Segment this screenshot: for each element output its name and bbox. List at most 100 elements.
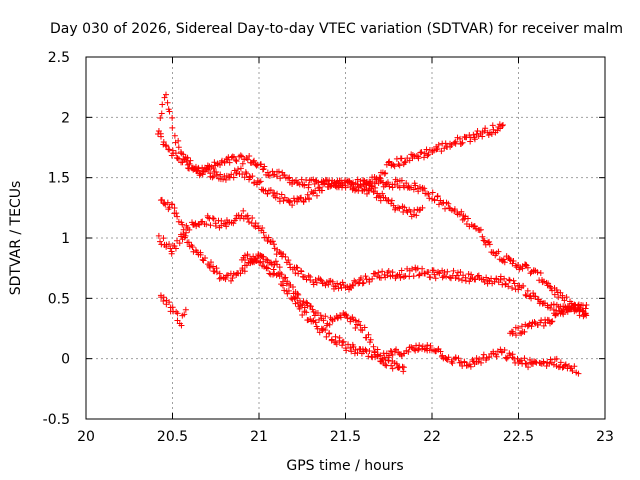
data-point <box>297 195 304 202</box>
data-point <box>266 172 273 179</box>
data-point <box>164 99 171 106</box>
data-point <box>393 273 400 280</box>
data-point <box>458 277 465 284</box>
data-point <box>490 249 497 256</box>
data-point <box>432 275 439 282</box>
data-point <box>211 159 218 166</box>
data-point <box>274 190 281 197</box>
data-point <box>348 348 355 355</box>
data-point <box>186 226 193 233</box>
data-point <box>271 261 278 268</box>
data-point <box>253 162 260 169</box>
data-point <box>160 294 167 301</box>
data-point <box>217 171 224 178</box>
data-point <box>357 275 364 282</box>
data-point <box>572 306 579 313</box>
data-point <box>181 156 188 163</box>
data-point <box>583 302 590 309</box>
data-point <box>260 229 267 236</box>
data-point <box>394 178 401 185</box>
data-point <box>546 360 553 367</box>
data-point <box>419 204 426 211</box>
data-point <box>461 358 468 365</box>
data-point <box>334 280 341 287</box>
data-point <box>341 179 348 186</box>
data-point <box>454 134 461 141</box>
data-point <box>158 241 165 248</box>
data-point <box>282 253 289 260</box>
x-tick-label: 22 <box>423 429 441 445</box>
data-point <box>396 205 403 212</box>
data-point <box>171 204 178 211</box>
data-point <box>239 160 246 167</box>
data-point <box>427 342 434 349</box>
data-point <box>160 138 167 145</box>
data-point <box>389 365 396 372</box>
data-point <box>477 226 484 233</box>
data-point <box>370 188 377 195</box>
data-point <box>347 344 354 351</box>
data-point <box>395 204 402 211</box>
x-tick-label: 21 <box>250 429 268 445</box>
data-point <box>531 319 538 326</box>
data-point <box>272 194 279 201</box>
data-point <box>509 285 516 292</box>
data-point <box>230 220 237 227</box>
data-point <box>375 269 382 276</box>
data-point <box>382 195 389 202</box>
data-point <box>362 273 369 280</box>
data-point <box>481 237 488 244</box>
data-point <box>285 257 292 264</box>
data-point <box>527 270 534 277</box>
y-tick-label: 2.5 <box>48 50 70 66</box>
data-point <box>294 299 301 306</box>
data-point <box>500 256 507 263</box>
data-point <box>416 342 423 349</box>
data-point <box>173 308 180 315</box>
data-point <box>522 291 529 298</box>
data-point <box>480 237 487 244</box>
data-point <box>251 256 258 263</box>
data-point <box>281 275 288 282</box>
data-point <box>333 341 340 348</box>
data-point <box>448 358 455 365</box>
data-point <box>335 180 342 187</box>
data-point <box>210 215 217 222</box>
data-point <box>287 198 294 205</box>
data-point <box>166 299 173 306</box>
data-point <box>166 241 173 248</box>
data-point <box>468 271 475 278</box>
data-point <box>170 308 177 315</box>
data-point <box>518 323 525 330</box>
x-tick-label: 20.5 <box>157 429 188 445</box>
data-point <box>293 264 300 271</box>
data-point <box>376 174 383 181</box>
data-point <box>254 255 261 262</box>
data-point <box>237 270 244 277</box>
data-point <box>202 254 209 261</box>
data-point <box>530 290 537 297</box>
data-point <box>166 108 173 115</box>
x-tick-label: 22.5 <box>503 429 534 445</box>
data-point <box>232 157 239 164</box>
data-point <box>160 235 167 242</box>
data-point <box>218 217 225 224</box>
data-point <box>389 269 396 276</box>
data-point <box>385 352 392 359</box>
data-point <box>524 287 531 294</box>
data-point <box>367 336 374 343</box>
data-point <box>264 190 271 197</box>
data-point <box>501 275 508 282</box>
data-point <box>415 188 422 195</box>
data-point <box>269 168 276 175</box>
data-point <box>425 151 432 158</box>
data-point <box>303 309 310 316</box>
data-point <box>452 138 459 145</box>
series-track-a <box>155 91 590 320</box>
data-point <box>474 127 481 134</box>
data-point <box>366 348 373 355</box>
data-point <box>305 272 312 279</box>
data-point <box>416 207 423 214</box>
data-point <box>326 321 333 328</box>
data-point <box>313 279 320 286</box>
